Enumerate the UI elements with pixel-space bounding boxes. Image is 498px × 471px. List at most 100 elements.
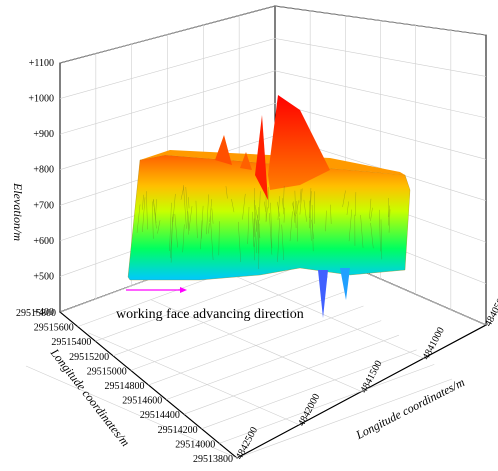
y-grid-line [150,299,362,392]
texture-stroke [183,185,187,229]
z-tick-label: +700 [33,200,54,211]
texture-stroke [247,207,250,244]
peak-main [268,95,330,190]
texture-stroke [299,188,302,203]
x-grid-line [95,261,311,342]
texture-stroke [379,209,381,252]
texture-stroke [269,213,273,255]
spike-down [318,270,328,318]
texture-stroke [346,201,349,215]
peak-ridge [255,115,268,200]
texture-stroke [187,211,190,231]
advance-arrow-head [180,287,187,293]
texture-stroke [293,201,296,223]
texture-stroke [255,205,258,219]
texture-stroke [309,188,312,219]
texture-stroke [258,191,261,221]
texture-stroke [242,193,246,220]
texture-stroke [277,218,280,262]
texture-stroke [325,210,327,232]
x-tick-label: 29515600 [34,323,74,334]
surface-texture [136,185,391,270]
texture-stroke [136,204,141,233]
texture-stroke [152,201,154,239]
texture-stroke [254,219,258,248]
z-tick-label: +600 [33,236,54,247]
texture-stroke [231,198,235,213]
texture-stroke [309,200,312,241]
x-tick-label: 29514000 [175,439,215,450]
x-tick-label: 29514800 [105,381,145,392]
texture-stroke [188,206,193,229]
x-tick-label: 29514400 [140,410,180,421]
texture-stroke [211,208,214,224]
z-tick-label: +800 [33,165,54,176]
texture-stroke [289,211,293,242]
texture-stroke [200,220,203,250]
x-tick-label: 29515400 [51,337,91,348]
z-tick-label: +1100 [29,58,54,69]
x-grid-line [166,320,382,400]
texture-stroke [170,214,174,259]
texture-stroke [348,209,352,242]
texture-stroke [309,191,312,229]
texture-stroke [296,200,299,214]
texture-stroke [282,198,285,215]
tick-labels: +400 +500 +600 +700 +800 +900 +1000 +1100 295158… [16,58,498,465]
texture-stroke [270,202,273,249]
x-tick-label: 29515000 [87,366,127,377]
texture-stroke [388,205,390,217]
texture-stroke [299,188,303,215]
texture-stroke [169,202,172,252]
x-grid-line [201,349,417,430]
peak-small [240,152,252,170]
texture-stroke [294,190,297,229]
texture-stroke [370,207,373,222]
texture-stroke [256,207,259,254]
texture-stroke [225,186,228,199]
texture-stroke [258,223,260,270]
elevation-surface [127,95,411,318]
texture-stroke [185,186,189,235]
z-tick-label: +1000 [28,94,54,105]
texture-stroke [360,215,364,248]
texture-stroke [209,199,212,222]
x-tick-label: 29514600 [122,396,162,407]
texture-stroke [303,199,307,222]
texture-stroke [277,196,280,220]
texture-stroke [155,199,157,219]
texture-stroke [157,220,161,234]
y-grid-line [25,365,238,459]
texture-stroke [388,209,391,233]
y-grid-line [88,332,300,426]
x-grid-line [130,291,346,371]
texture-stroke [264,201,267,212]
z-tick-label: +900 [33,129,54,140]
z-axis-label: Elevation/m [11,182,25,241]
x-tick-label: 29514200 [158,425,198,436]
texture-stroke [369,198,372,219]
x-grid-line [219,364,435,444]
x-tick-label: 29513800 [193,454,233,465]
texture-stroke [257,214,261,239]
spike-down-2 [340,268,350,300]
texture-stroke [380,219,383,260]
texture-stroke [296,201,298,242]
x-grid-line [236,378,453,459]
z-tick-label: +500 [33,271,54,282]
texture-stroke [208,223,210,234]
x-tick-label: 29515800 [16,308,56,319]
texture-stroke [238,221,241,263]
texture-stroke [252,211,255,261]
texture-stroke [330,204,332,224]
texture-stroke [206,194,209,235]
texture-stroke [174,213,178,248]
peak-left [215,135,232,165]
y-grid-line [212,265,424,359]
texture-stroke [370,222,374,249]
texture-stroke [218,221,220,256]
z-tick-label: +400 [33,307,54,318]
annotation-text: working face advancing direction [116,307,304,322]
texture-stroke [281,224,284,261]
